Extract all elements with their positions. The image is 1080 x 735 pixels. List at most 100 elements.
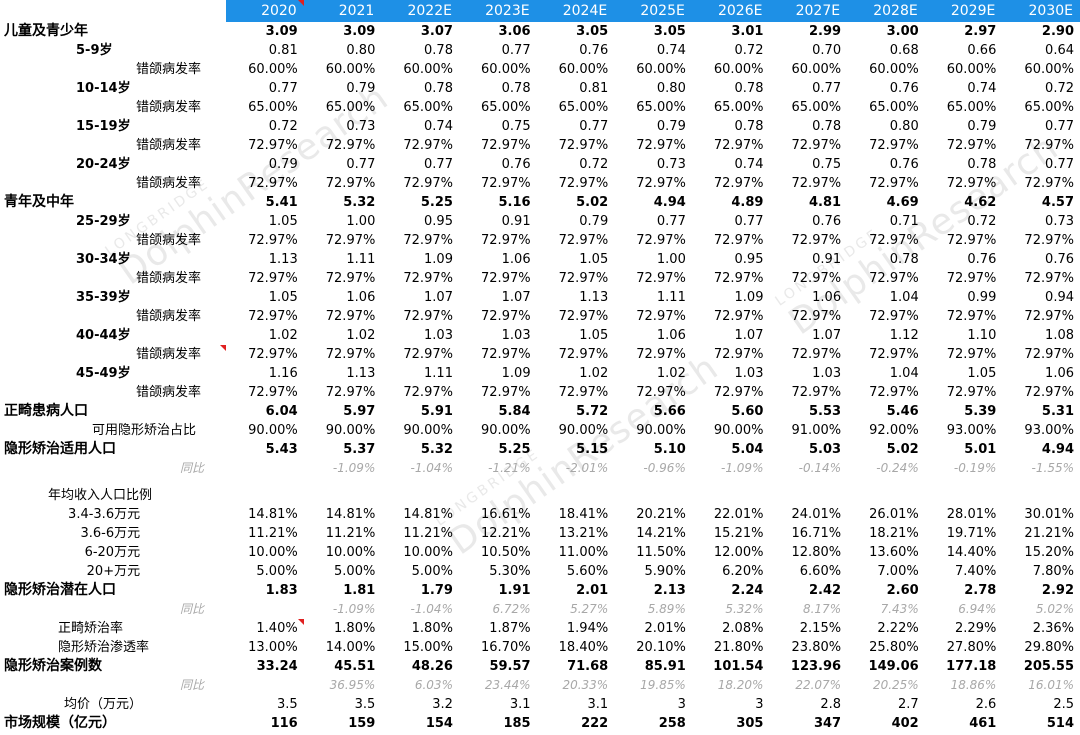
value-cell: 65.00% (713, 100, 764, 115)
value-cell: 72.97% (481, 309, 531, 324)
value-cell: 5.02 (576, 195, 609, 210)
value-cell: 0.78 (967, 157, 997, 172)
value-cell: 1.05 (579, 252, 609, 267)
value-cell: 3.5 (277, 697, 298, 712)
value-cell: 116 (270, 716, 298, 731)
value-cell: 0.73 (656, 157, 686, 172)
value-cell: 0.74 (656, 43, 686, 58)
value-cell: 18.40% (558, 640, 609, 655)
value-cell: 6.94% (958, 602, 997, 616)
value-cell: 19.85% (640, 678, 686, 692)
comment-marker-icon[interactable] (297, 0, 304, 6)
value-cell: 1.40% (226, 619, 304, 638)
value-cell: 65.00% (481, 100, 531, 115)
value-cell: 0.74 (734, 157, 764, 172)
value-cell: 159 (348, 716, 376, 731)
value-cell: 72.97% (1024, 233, 1074, 248)
value-cell: 1.08 (1045, 328, 1074, 343)
row-label: 错颌病发率 (136, 271, 202, 286)
value-cell: 93.00% (946, 423, 997, 438)
value-cell: 21.21% (1024, 526, 1074, 541)
value-cell: 72.97% (325, 176, 376, 191)
value-cell: 0.78 (424, 43, 453, 58)
value-cell: 1.10 (967, 328, 997, 343)
value-cell: 0.80 (346, 43, 376, 58)
table-row: 隐形矫治适用人口 5.43 5.37 5.32 5.25 5.15 5.10 5.04 5.03… (0, 440, 1080, 459)
value-cell: 5.03 (809, 442, 842, 457)
value-cell: 0.74 (424, 119, 453, 134)
value-cell: 72.97% (325, 138, 376, 153)
value-cell: 0.68 (889, 43, 919, 58)
comment-marker-icon[interactable] (297, 619, 304, 625)
row-label: 同比 (180, 602, 205, 616)
value-cell: 60.00% (713, 62, 764, 77)
table-row: 正畸矫治率 1.40% 1.80% 1.80% 1.87% 1.94% 2.01% 2.08%… (0, 619, 1080, 638)
value-cell (925, 486, 1003, 505)
value-cell: 72.97% (791, 176, 842, 191)
value-cell: 3 (755, 697, 764, 712)
value-cell: 72.97% (248, 176, 298, 191)
row-label: 3.4-3.6万元 (68, 507, 141, 522)
value-cell: 90.00% (481, 423, 531, 438)
value-cell: 4.57 (1041, 195, 1074, 210)
value-cell: 72.97% (713, 271, 764, 286)
value-cell: 0.70 (812, 43, 842, 58)
value-cell: 305 (736, 716, 764, 731)
value-cell: 2.78 (964, 583, 997, 598)
value-cell: 1.05 (967, 366, 997, 381)
value-cell: 92.00% (869, 423, 919, 438)
row-label: 儿童及青少年 (4, 23, 88, 39)
table-row: 市场规模（亿元） 116 159 154 185 222 258 305 347 402 461 51… (0, 714, 1080, 733)
value-cell: 60.00% (248, 62, 298, 77)
value-cell: 149.06 (868, 659, 919, 674)
value-cell: 72.97% (481, 347, 531, 362)
value-cell: 0.79 (346, 81, 376, 96)
value-cell: 14.21% (636, 526, 686, 541)
value-cell: 0.78 (812, 119, 842, 134)
table-row: 20-24岁 0.79 0.77 0.77 0.76 0.72 0.73 0.74 0.75 0.… (0, 155, 1080, 174)
value-cell: 72.97% (325, 385, 376, 400)
row-label: 错颌病发率 (0, 345, 227, 364)
value-cell: 72.97% (248, 385, 298, 400)
value-cell: 72.97% (869, 347, 919, 362)
table-row: 同比 36.95% 6.03% 23.44% 20.33% 19.85% 18.20% 22.… (0, 676, 1080, 695)
value-cell: 0.72 (734, 43, 764, 58)
comment-marker-icon[interactable] (220, 345, 227, 351)
value-cell: 2.29% (955, 621, 997, 636)
row-label: 错颌病发率 (136, 138, 202, 153)
row-label: 市场规模（亿元） (4, 715, 116, 731)
value-cell: 5.41 (265, 195, 298, 210)
value-cell: 0.79 (656, 119, 686, 134)
value-cell: 1.07 (424, 290, 453, 305)
value-cell: 20.21% (636, 507, 686, 522)
value-cell: 72.97% (403, 309, 453, 324)
value-cell: 2.97 (964, 24, 997, 39)
value-cell: 72.97% (403, 138, 453, 153)
value-cell: 5.90% (644, 564, 686, 579)
value-cell: 15.20% (1024, 545, 1074, 560)
value-cell: 10.00% (248, 545, 298, 560)
value-cell: 0.74 (967, 81, 997, 96)
value-cell (614, 486, 692, 505)
value-cell: 90.00% (713, 423, 764, 438)
value-cell: 1.94% (566, 621, 609, 636)
value-cell (226, 600, 304, 619)
value-cell: 45.51 (334, 659, 376, 674)
value-cell: 72.97% (791, 271, 842, 286)
value-cell: 0.64 (1045, 43, 1074, 58)
table-row: 错颌病发率 60.00% 60.00% 60.00% 60.00% 60.00% 60.00… (0, 60, 1080, 79)
value-cell: 72.97% (403, 233, 453, 248)
value-cell: 5.01 (964, 442, 997, 457)
value-cell: 347 (813, 716, 842, 731)
value-cell: 48.26 (411, 659, 453, 674)
value-cell: 90.00% (325, 423, 376, 438)
year-header: 2023E (458, 0, 537, 22)
value-cell: 101.54 (713, 659, 764, 674)
value-cell: 19.71% (946, 526, 997, 541)
value-cell: 5.37 (343, 442, 376, 457)
value-cell: 22.01% (713, 507, 764, 522)
value-cell: 20.25% (872, 678, 919, 692)
value-cell: 0.76 (579, 43, 609, 58)
value-cell: 60.00% (636, 62, 686, 77)
value-cell: 5.02 (886, 442, 919, 457)
